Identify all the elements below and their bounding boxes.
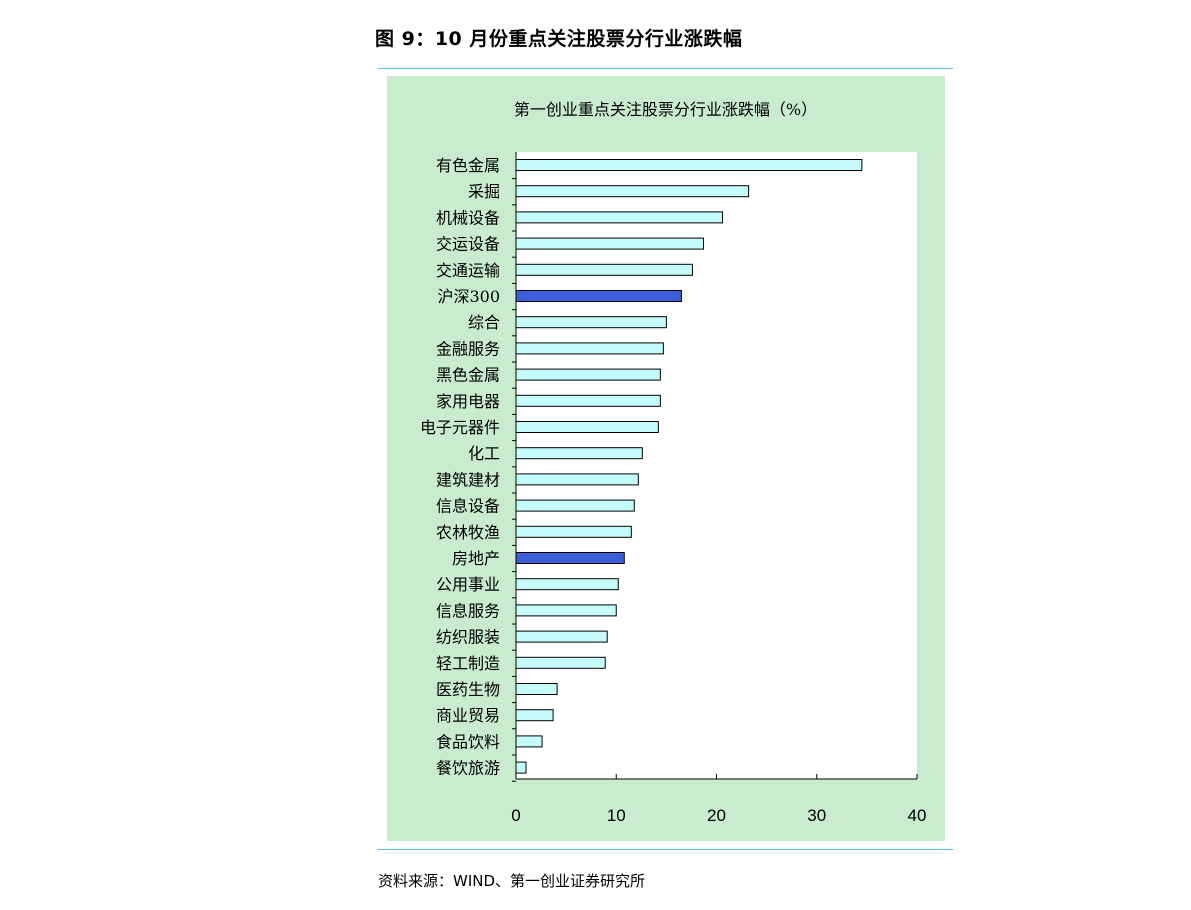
top-rule <box>378 68 953 69</box>
y-tick-label: 沪深300 <box>437 287 500 306</box>
y-tick-label: 综合 <box>468 313 500 332</box>
bar-15 <box>515 525 632 538</box>
y-tick-label: 纺织服装 <box>436 628 500 647</box>
x-tick-label: 10 <box>607 806 626 825</box>
y-tick-label: 黑色金属 <box>436 366 500 385</box>
bar-5 <box>515 263 693 276</box>
y-tick-label: 交通运输 <box>436 261 500 280</box>
x-tick-label: 0 <box>511 806 520 825</box>
bar-24 <box>515 761 527 774</box>
bar-6 <box>515 290 682 302</box>
y-tick-label: 金融服务 <box>436 339 500 358</box>
bar-19 <box>515 630 608 643</box>
bar-21 <box>515 683 558 695</box>
source-note: 资料来源：WIND、第一创业证券研究所 <box>378 872 646 890</box>
x-tick-label: 20 <box>707 806 726 825</box>
y-tick-label: 有色金属 <box>436 156 500 175</box>
bar-1 <box>515 159 863 171</box>
y-tick-label: 食品饮料 <box>436 732 500 751</box>
bar-17 <box>515 578 619 591</box>
bar-22 <box>515 709 554 722</box>
y-tick-label: 信息服务 <box>436 601 500 620</box>
bar-11 <box>515 421 659 433</box>
y-tick-label: 农林牧渔 <box>436 523 500 542</box>
bar-4 <box>515 237 704 250</box>
y-tick-label: 餐饮旅游 <box>436 759 500 778</box>
bar-14 <box>515 499 635 512</box>
y-tick-label: 商业贸易 <box>436 706 500 725</box>
bar-18 <box>515 604 617 617</box>
y-tick-label: 信息设备 <box>436 497 500 516</box>
bar-10 <box>515 394 661 407</box>
bottom-rule <box>378 849 953 850</box>
x-tick-label: 40 <box>908 806 927 825</box>
figure-caption: 图 9：10 月份重点关注股票分行业涨跌幅 <box>375 28 743 50</box>
bar-13 <box>515 473 639 486</box>
plot-area <box>516 152 917 779</box>
y-tick-label: 建筑建材 <box>436 470 500 489</box>
bar-8 <box>515 342 664 355</box>
bar-7 <box>515 316 667 329</box>
y-tick-label: 交运设备 <box>436 235 500 254</box>
y-tick-label: 机械设备 <box>436 208 500 227</box>
y-tick-label: 公用事业 <box>436 575 500 594</box>
bar-2 <box>515 185 750 198</box>
y-tick-label: 电子元器件 <box>420 418 500 437</box>
y-tick-label: 轻工制造 <box>436 654 500 673</box>
bar-12 <box>515 447 643 460</box>
bar-16 <box>515 552 625 564</box>
bar-23 <box>515 735 543 748</box>
y-tick-label: 家用电器 <box>436 392 500 411</box>
y-tick-label: 房地产 <box>452 549 500 568</box>
y-tick-label: 化工 <box>468 444 500 463</box>
bar-9 <box>515 368 661 381</box>
bar-3 <box>515 211 724 224</box>
chart-title: 第一创业重点关注股票分行业涨跌幅（%） <box>513 100 818 119</box>
x-tick-label: 30 <box>807 806 826 825</box>
y-tick-label: 采掘 <box>468 182 500 201</box>
y-tick-label: 医药生物 <box>436 680 500 699</box>
bar-20 <box>515 656 606 669</box>
